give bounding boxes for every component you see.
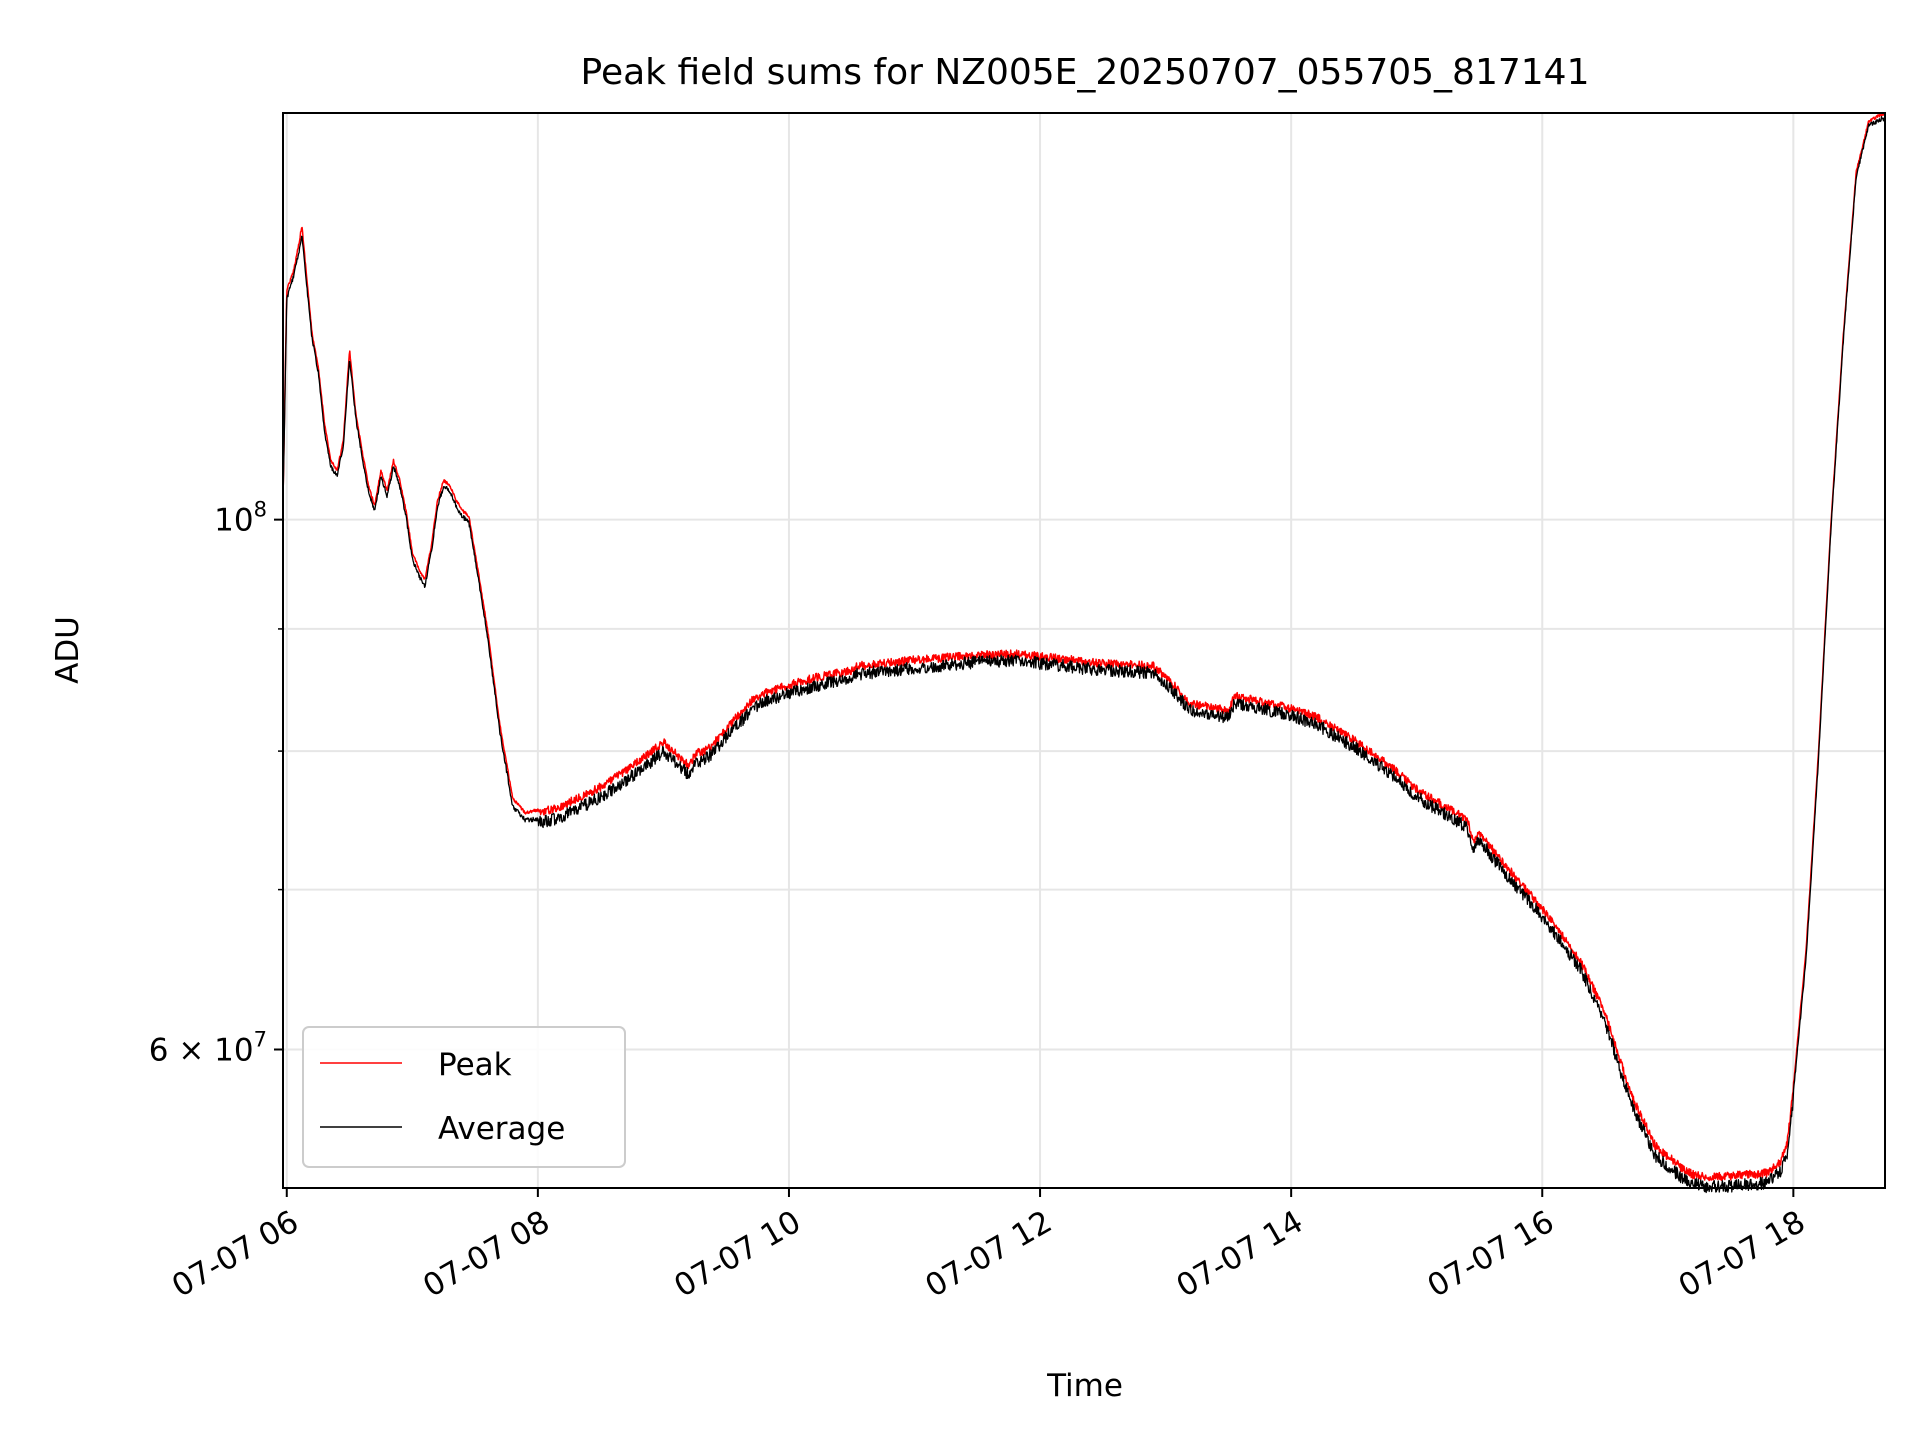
peak-line <box>282 112 1886 1182</box>
plot-frame <box>282 112 1886 1189</box>
legend-box <box>302 1026 626 1168</box>
series-peak <box>282 112 1886 1182</box>
x-tick-label: 07-07 12 <box>919 1204 1058 1305</box>
x-tick-label: 07-07 14 <box>1170 1204 1309 1305</box>
y-tick-label: 6 × 107 <box>149 1027 267 1068</box>
y-tick-label: 108 <box>214 498 267 539</box>
x-tick-label: 07-07 18 <box>1673 1204 1812 1305</box>
x-tick-label: 07-07 16 <box>1422 1204 1561 1305</box>
x-axis-label: Time <box>1046 1368 1123 1404</box>
series-average <box>282 116 1886 1194</box>
y-axis: 108 6 × 107 <box>149 498 283 1068</box>
legend-average-label: Average <box>438 1111 565 1147</box>
x-tick-label: 07-07 08 <box>417 1204 556 1305</box>
average-line <box>282 116 1886 1194</box>
y-axis-label: ADU <box>50 616 86 684</box>
legend-peak-label: Peak <box>438 1047 512 1083</box>
x-axis: 07-07 06 07-07 08 07-07 10 07-07 12 07-07 14… <box>166 1188 1811 1305</box>
x-tick-label: 07-07 06 <box>166 1204 305 1305</box>
chart-title: Peak field sums for NZ005E_20250707_0557… <box>581 52 1590 93</box>
x-tick-label: 07-07 10 <box>668 1204 807 1305</box>
legend: Peak Average <box>302 1026 626 1168</box>
